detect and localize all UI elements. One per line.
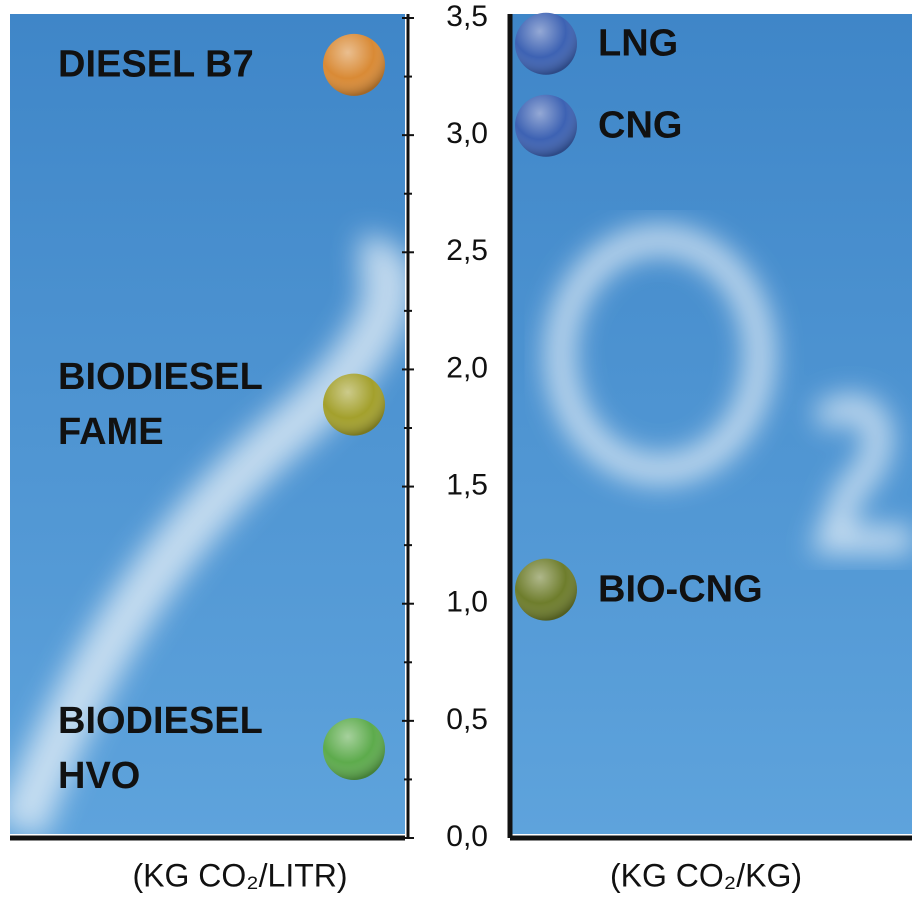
dot-shine xyxy=(515,559,577,621)
point-label: BIODIESEL FAME xyxy=(58,350,263,460)
y-tick-label: 1,5 xyxy=(446,468,488,501)
x-axis-label: (KG CO₂/LITR) xyxy=(132,857,347,893)
y-tick-label: 1,0 xyxy=(446,586,488,619)
y-tick-label: 2,5 xyxy=(446,234,488,267)
dot-shine xyxy=(323,374,385,436)
y-tick-label: 0,0 xyxy=(446,820,488,853)
point-label: BIODIESEL HVO xyxy=(58,694,263,804)
dot-shine xyxy=(323,718,385,780)
page: 0,0 0,5 1,0 1,5 2,0 2,5 3,0 3,5 (KG CO₂/LITR) (KG… xyxy=(0,0,914,897)
point-label: LNG xyxy=(598,16,678,71)
y-tick-label: 3,0 xyxy=(446,117,488,150)
point-label: CNG xyxy=(598,98,682,153)
x-axis-label: (KG CO₂/KG) xyxy=(610,857,802,893)
dot-shine xyxy=(515,95,577,157)
point-label: DIESEL B7 xyxy=(58,37,254,92)
y-tick-label: 2,0 xyxy=(446,351,488,384)
y-tick-label: 0,5 xyxy=(446,703,488,736)
point-label: BIO-CNG xyxy=(598,562,763,617)
dot-shine xyxy=(323,34,385,96)
dot-shine xyxy=(515,13,577,75)
y-tick-label: 3,5 xyxy=(446,0,488,33)
